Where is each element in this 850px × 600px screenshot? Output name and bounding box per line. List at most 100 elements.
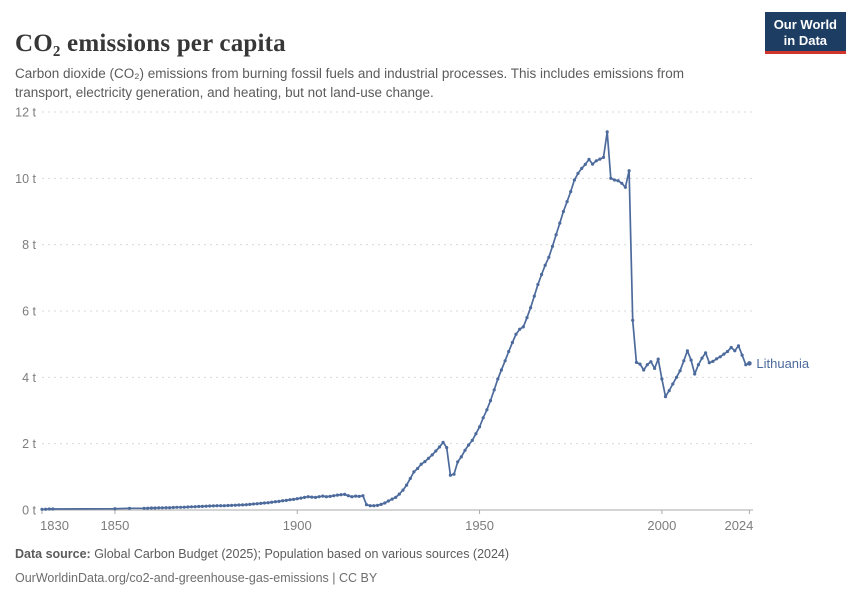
data-point[interactable] [616,179,620,183]
data-point[interactable] [259,501,263,505]
data-point[interactable] [434,449,438,453]
data-point[interactable] [576,171,580,175]
data-point[interactable] [215,504,219,508]
data-point[interactable] [492,388,496,392]
data-point[interactable] [219,504,223,508]
data-point[interactable] [587,157,591,161]
data-point[interactable] [478,425,482,429]
data-point[interactable] [689,358,693,362]
data-point[interactable] [193,505,197,509]
data-point[interactable] [715,357,719,361]
data-point[interactable] [485,408,489,412]
data-point[interactable] [251,502,256,506]
data-point[interactable] [175,505,179,509]
data-point[interactable] [707,361,711,365]
data-point[interactable] [430,453,434,457]
data-point[interactable] [569,190,573,194]
data-point[interactable] [499,368,503,372]
data-point[interactable] [394,495,398,499]
data-point[interactable] [532,294,536,298]
data-point[interactable] [620,181,624,185]
data-point[interactable] [313,495,318,499]
data-point[interactable] [653,366,657,370]
data-point[interactable] [339,493,343,497]
data-point[interactable] [401,488,405,492]
data-point[interactable] [47,507,51,511]
data-point[interactable] [324,495,328,499]
data-point[interactable] [441,440,445,444]
data-point[interactable] [361,494,365,498]
data-point[interactable] [332,494,336,498]
data-point[interactable] [262,501,266,505]
data-point[interactable] [540,272,544,277]
data-point[interactable] [470,438,474,442]
data-point[interactable] [704,351,708,355]
data-point[interactable] [663,395,668,399]
data-point[interactable] [142,506,146,510]
data-point[interactable] [405,483,409,487]
data-point[interactable] [503,359,507,363]
data-point[interactable] [725,349,730,354]
data-point[interactable] [667,389,671,393]
data-point[interactable] [445,446,449,450]
data-point[interactable] [656,357,660,361]
data-point[interactable] [696,363,701,367]
data-point[interactable] [456,460,460,464]
data-point[interactable] [295,497,299,501]
data-point[interactable] [390,497,394,501]
data-point[interactable] [525,316,529,320]
data-point[interactable] [700,356,704,360]
data-point[interactable] [612,178,617,182]
data-point[interactable] [598,157,602,161]
data-point[interactable] [561,209,566,214]
data-point[interactable] [660,377,664,381]
data-point[interactable] [605,130,609,134]
data-point[interactable] [51,507,55,511]
data-point[interactable] [408,476,412,481]
data-point[interactable] [230,503,234,507]
data-point[interactable] [580,166,584,170]
data-point[interactable] [44,507,48,511]
data-point[interactable] [244,503,248,507]
data-point[interactable] [419,462,423,466]
data-point[interactable] [634,360,639,364]
data-point[interactable] [583,162,587,166]
data-point[interactable] [481,416,485,420]
data-point[interactable] [310,495,314,499]
data-point[interactable] [467,443,471,447]
data-point[interactable] [288,498,292,502]
data-point[interactable] [514,332,518,336]
data-point[interactable] [372,504,376,508]
data-point[interactable] [459,455,463,459]
data-point[interactable] [302,495,307,499]
data-point[interactable] [510,340,514,345]
data-point[interactable] [736,344,741,348]
data-point[interactable] [623,185,628,189]
data-point[interactable] [204,504,208,508]
data-point[interactable] [488,399,493,403]
data-point[interactable] [284,498,288,502]
emissions-line[interactable] [41,131,751,511]
data-point[interactable] [642,368,646,372]
data-point[interactable] [299,496,303,500]
data-point[interactable] [346,494,350,498]
data-point[interactable] [558,221,562,225]
data-point[interactable] [208,504,212,508]
license-line[interactable]: OurWorldinData.org/co2-and-greenhouse-ga… [15,571,378,585]
data-point[interactable] [671,382,675,386]
data-point[interactable] [255,502,259,506]
data-point[interactable] [463,448,467,452]
data-point[interactable] [423,460,427,464]
data-point[interactable] [682,359,686,363]
data-point[interactable] [343,492,347,496]
data-point[interactable] [306,495,310,499]
data-point[interactable] [321,494,325,498]
data-point[interactable] [383,501,387,505]
data-point[interactable] [233,503,237,507]
data-point[interactable] [211,504,215,508]
data-point[interactable] [160,506,164,510]
data-point[interactable] [437,445,442,449]
data-point[interactable] [550,244,555,248]
data-point[interactable] [350,495,354,499]
